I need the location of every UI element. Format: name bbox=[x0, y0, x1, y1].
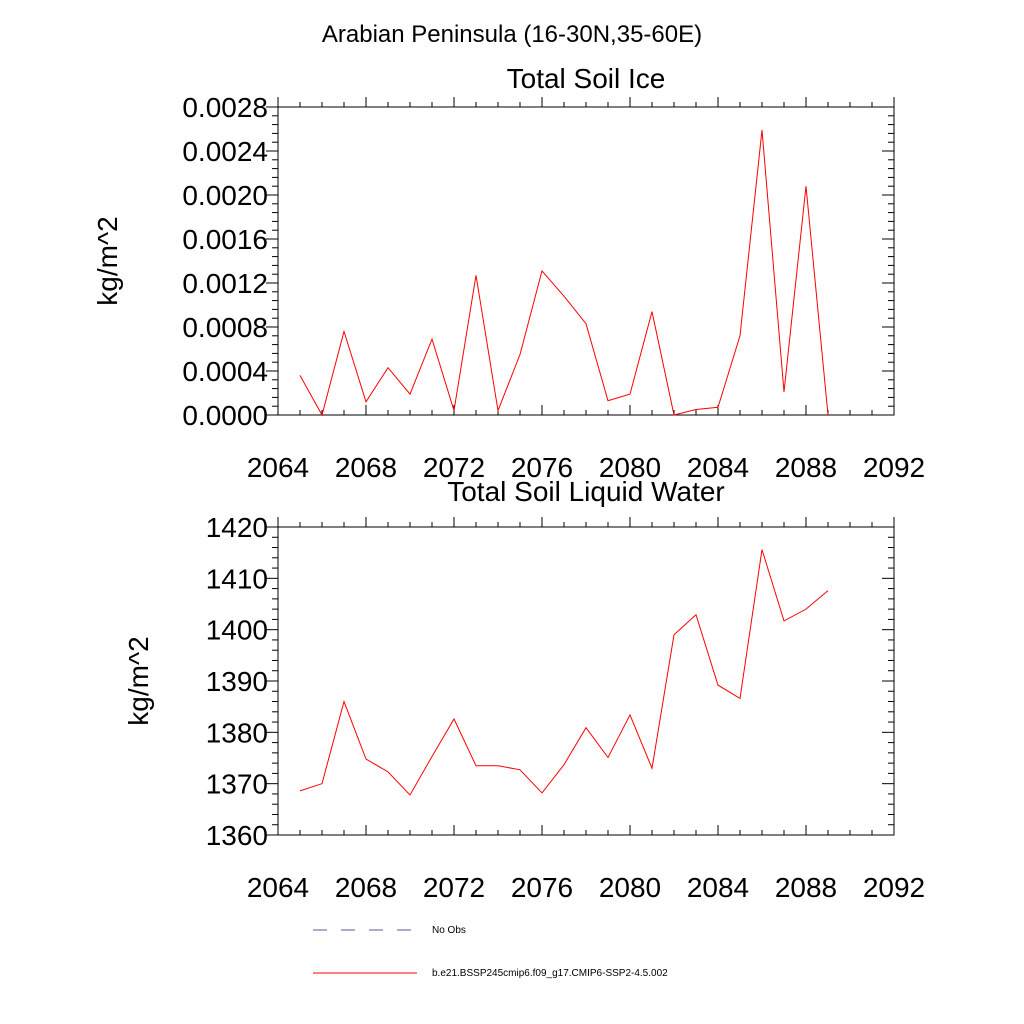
x-tick-label: 2080 bbox=[599, 452, 661, 483]
chart-panel-soil-liquid-water: Total Soil Liquid Water kg/m^2 2064 2068 207… bbox=[123, 476, 925, 903]
x-tick-label: 2072 bbox=[423, 872, 485, 903]
plot-frame bbox=[277, 526, 895, 836]
x-tick-label: 2068 bbox=[335, 872, 397, 903]
x-tick-label: 2068 bbox=[335, 452, 397, 483]
y-tick-label: 1400 bbox=[206, 615, 268, 646]
y-tick-label: 0.0024 bbox=[182, 136, 268, 167]
x-tick-label: 2092 bbox=[863, 872, 925, 903]
legend: No Obs b.e21.BSSP245cmip6.f09_g17.CMIP6-… bbox=[313, 925, 668, 979]
x-tick-label: 2092 bbox=[863, 452, 925, 483]
x-tick-label: 2088 bbox=[775, 872, 837, 903]
x-tick-label: 2084 bbox=[687, 872, 749, 903]
x-tick-label: 2080 bbox=[599, 872, 661, 903]
x-tick-label: 2072 bbox=[423, 452, 485, 483]
x-tick-label: 2076 bbox=[511, 452, 573, 483]
y-tick-label: 0.0008 bbox=[182, 312, 268, 343]
x-tick-label: 2088 bbox=[775, 452, 837, 483]
y-axis-label: kg/m^2 bbox=[92, 216, 123, 305]
chart-title: Total Soil Ice bbox=[507, 63, 666, 94]
y-tick-label: 0.0016 bbox=[182, 224, 268, 255]
chart-panels: Total Soil Ice kg/m^2 2064 2068 2072 2076 2080… bbox=[92, 63, 925, 903]
y-tick-label: 0.0012 bbox=[182, 268, 268, 299]
y-tick-label: 1420 bbox=[206, 512, 268, 543]
y-tick-label: 1390 bbox=[206, 666, 268, 697]
series-line-soil-ice bbox=[299, 130, 829, 417]
y-tick-label: 1380 bbox=[206, 717, 268, 748]
y-tick-label: 0.0020 bbox=[182, 180, 268, 211]
figure-suptitle: Arabian Peninsula (16-30N,35-60E) bbox=[322, 21, 702, 48]
x-tick-label: 2064 bbox=[247, 452, 309, 483]
legend-label-model: b.e21.BSSP245cmip6.f09_g17.CMIP6-SSP2-4.… bbox=[432, 968, 668, 979]
y-axis-label: kg/m^2 bbox=[123, 636, 154, 725]
y-tick-label: 0.0000 bbox=[182, 400, 268, 431]
y-tick-label: 0.0004 bbox=[182, 356, 268, 387]
chart-title: Total Soil Liquid Water bbox=[447, 476, 725, 507]
chart-panel-soil-ice: Total Soil Ice kg/m^2 2064 2068 2072 2076 2080… bbox=[92, 63, 925, 483]
y-tick-label: 0.0028 bbox=[182, 92, 268, 123]
plot-frame bbox=[277, 106, 895, 416]
y-tick-label: 1410 bbox=[206, 563, 268, 594]
legend-label-no-obs: No Obs bbox=[432, 925, 466, 936]
y-tick-label: 1360 bbox=[206, 820, 268, 851]
y-tick-label: 1370 bbox=[206, 769, 268, 800]
series-line-soil-liquid-water bbox=[299, 549, 829, 796]
x-tick-label: 2084 bbox=[687, 452, 749, 483]
x-tick-label: 2064 bbox=[247, 872, 309, 903]
x-tick-label: 2076 bbox=[511, 872, 573, 903]
